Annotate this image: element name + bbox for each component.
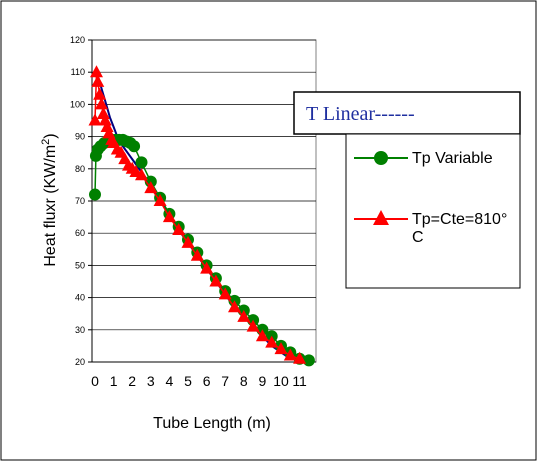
point-tp-cte-810-34 (293, 351, 307, 364)
y-axis-label-superscript: 2 (40, 139, 52, 145)
annotation-box (293, 91, 521, 135)
y-tick-label-100: 100 (70, 99, 85, 109)
point-tp-cte-810-20 (162, 210, 176, 223)
point-tp-cte-810-25 (209, 274, 223, 287)
point-tp-variable-0 (89, 188, 101, 201)
point-tp-cte-810-6 (98, 113, 112, 126)
legend-item-tp-variable: Tp Variable (354, 150, 493, 167)
y-tick-label-60: 60 (75, 228, 85, 238)
legend-label-tp-cte-line2: C (412, 229, 424, 246)
x-tick-label-7: 7 (221, 373, 229, 389)
point-tp-cte-810-1 (89, 65, 103, 78)
y-tick-label-20: 20 (75, 357, 85, 367)
legend-item-tp-cte: Tp=Cte=810° C (354, 210, 512, 246)
x-tick-label-2: 2 (128, 373, 136, 389)
point-tp-cte-810-3 (93, 87, 107, 100)
point-tp-cte-810-17 (135, 168, 148, 181)
x-tick-label-6: 6 (203, 373, 211, 389)
point-tp-cte-810-22 (181, 235, 195, 248)
x-tick-label-1: 1 (110, 373, 118, 389)
point-tp-cte-810-30 (255, 329, 269, 342)
point-tp-cte-810-7 (100, 119, 114, 132)
point-tp-cte-810-31 (265, 335, 279, 348)
y-tick-label-30: 30 (75, 325, 85, 335)
point-tp-cte-810-5 (96, 107, 110, 120)
x-tick-label-5: 5 (184, 373, 192, 389)
y-tick-label-40: 40 (75, 293, 85, 303)
legend-label-tp-variable: Tp Variable (412, 150, 493, 167)
point-tp-cte-810-4 (95, 97, 109, 110)
x-tick-label-3: 3 (147, 373, 155, 389)
y-axis-label-tail: ) (42, 133, 59, 138)
point-tp-cte-810-2 (91, 74, 105, 87)
point-tp-variable-12 (128, 140, 141, 153)
y-tick-label-120: 120 (70, 35, 85, 45)
legend-label-tp-cte-line1: Tp=Cte=810° (412, 211, 507, 228)
y-axis-label-main: Heat fluxr (KW/m (42, 145, 59, 267)
legend-label-tp-cte: Tp=Cte=810° C (412, 211, 512, 246)
y-axis-label: Heat fluxr (KW/m2) (40, 133, 59, 266)
point-tp-cte-810-32 (274, 342, 288, 355)
x-tick-label-10: 10 (273, 373, 289, 389)
x-axis-label: Tube Length (m) (153, 415, 271, 432)
point-tp-cte-810-18 (144, 181, 158, 194)
y-tick-labels: 20 30 40 50 60 70 80 90 100 110 120 (70, 35, 85, 367)
point-tp-cte-810-29 (246, 319, 260, 332)
point-tp-cte-810-23 (190, 248, 204, 261)
point-tp-cte-810-21 (172, 222, 186, 235)
y-tick-label-50: 50 (75, 260, 85, 270)
x-tick-label-0: 0 (91, 373, 99, 389)
point-tp-cte-810-26 (218, 287, 232, 300)
x-tick-label-11: 11 (292, 373, 307, 389)
point-tp-cte-810-28 (237, 309, 251, 322)
point-tp-variable-13 (135, 156, 148, 169)
y-tick-label-110: 110 (71, 67, 85, 77)
annotation-text: T Linear------ (306, 103, 415, 125)
point-tp-cte-810-27 (228, 300, 241, 313)
series-tp-cte-810 (88, 65, 307, 364)
y-tick-label-90: 90 (75, 132, 85, 142)
x-tick-labels: 0 1 2 3 4 5 6 7 8 9 10 11 (91, 373, 307, 389)
x-tick-label-4: 4 (166, 373, 174, 389)
x-tick-label-9: 9 (259, 373, 267, 389)
y-tick-label-70: 70 (75, 196, 85, 206)
y-tick-label-80: 80 (75, 164, 85, 174)
point-tp-cte-810-19 (153, 194, 167, 206)
x-tick-label-8: 8 (240, 373, 248, 389)
series-layer (88, 65, 315, 367)
legend-marker-tp-variable (374, 151, 388, 165)
point-tp-cte-810-33 (283, 348, 297, 361)
point-tp-cte-810-24 (200, 261, 214, 274)
point-tp-cte-810-0 (88, 113, 102, 126)
legend-marker-tp-cte (373, 210, 389, 225)
point-tp-variable-31 (302, 354, 315, 367)
